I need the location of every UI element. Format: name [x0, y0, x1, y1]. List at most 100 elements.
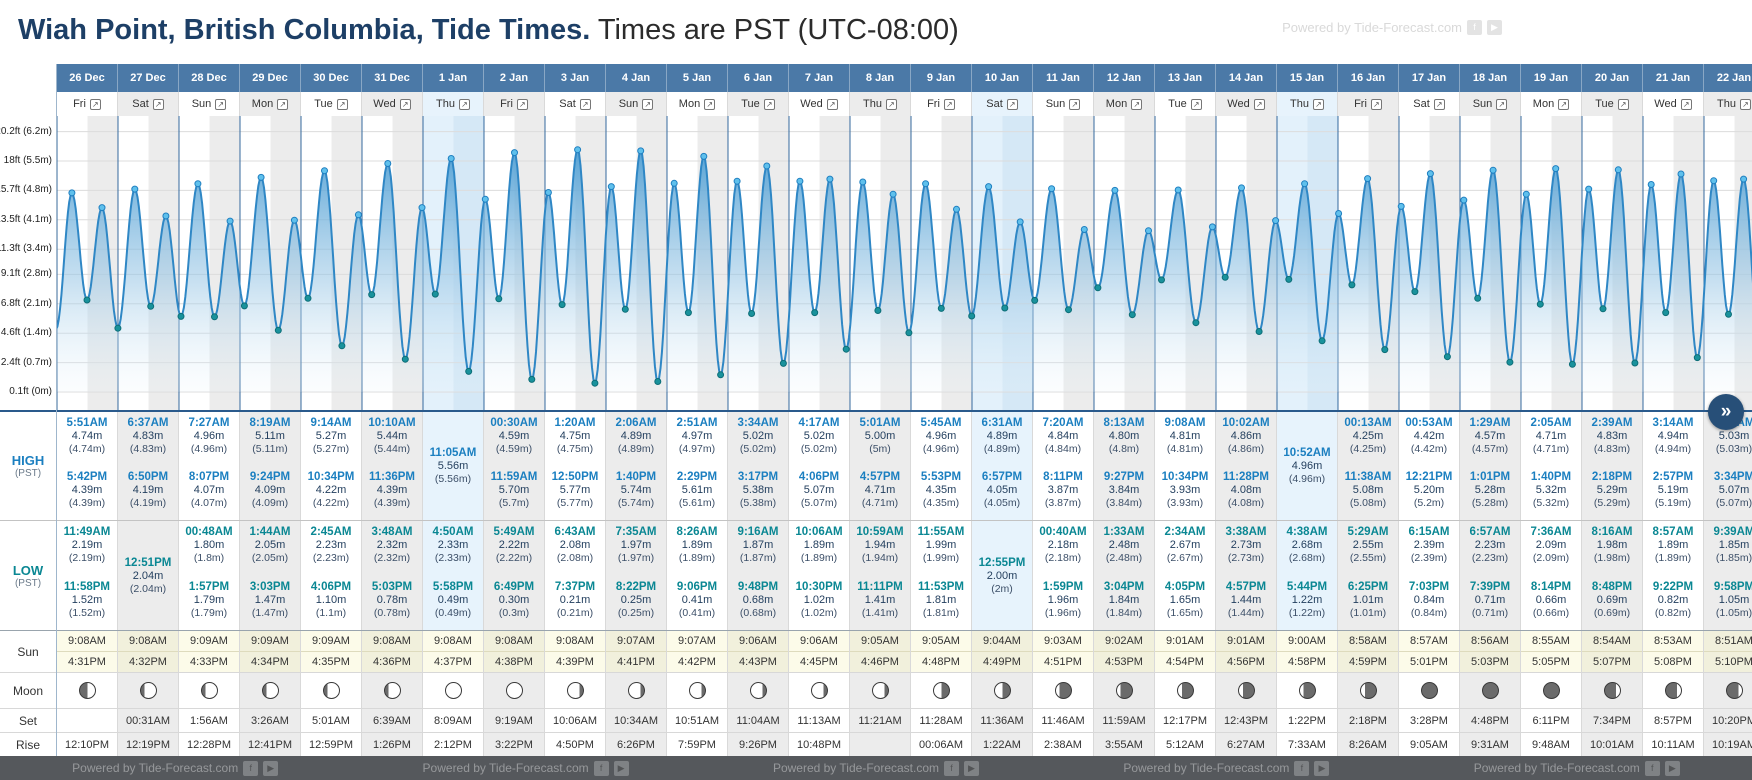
moon-phase-icon [139, 682, 157, 699]
low-tide-time: 7:03PM [1408, 580, 1450, 593]
moon-cell-wrap [57, 673, 118, 708]
high-tide-event: 4:06PM 5.07m (5.07m) [789, 466, 849, 520]
sun-cell: 9:09AM 4:33PM [179, 631, 240, 672]
tide-height-alt: (5.2m) [1413, 497, 1445, 509]
expand-day-button[interactable]: ↗ [1433, 98, 1445, 110]
low-tide-cell: 00:48AM 1.80m (1.8m) 1:57PM 1.79m (1.79m) [179, 521, 240, 630]
tide-height-m: 1.79m [193, 593, 225, 606]
expand-day-button[interactable]: ↗ [1190, 98, 1202, 110]
expand-day-button[interactable]: ↗ [1006, 98, 1018, 110]
date-cell: 31 Dec [362, 64, 423, 92]
expand-day-button[interactable]: ↗ [1312, 98, 1324, 110]
tide-height-m: 3.93m [1169, 484, 1201, 496]
weekday-label-wrap: Tue ↗ [1155, 92, 1215, 116]
tide-height-alt: (2.22m) [495, 552, 533, 564]
expand-day-button[interactable]: ↗ [885, 98, 897, 110]
next-days-button[interactable]: » [1708, 394, 1744, 430]
low-tide-time: 11:58PM [63, 580, 111, 593]
expand-day-button[interactable]: ↗ [1253, 98, 1265, 110]
moon-cell-wrap [1643, 673, 1704, 708]
expand-day-button[interactable]: ↗ [1131, 98, 1143, 110]
expand-day-button[interactable]: ↗ [1496, 98, 1508, 110]
low-tide-time: 1:33AM [1103, 526, 1145, 538]
expand-day-button[interactable]: ↗ [642, 98, 654, 110]
expand-day-button[interactable]: ↗ [1617, 98, 1629, 110]
low-tide-dot [274, 326, 282, 334]
moonrise-cell: 12:19PM [118, 733, 179, 756]
expand-day-button[interactable]: ↗ [277, 98, 289, 110]
expand-day-button[interactable]: ↗ [763, 98, 775, 110]
moonrise-cell: 12:59PM [301, 733, 362, 756]
tide-height-m: 2.00m [986, 569, 1018, 582]
date-cell: 21 Jan [1643, 64, 1704, 92]
weekday-cell: Sun ↗ [1460, 92, 1521, 116]
tide-height-m: 4.59m [498, 430, 530, 442]
high-tide-event: 12:21PM 5.20m (5.2m) [1399, 466, 1459, 520]
expand-day-button[interactable]: ↗ [89, 98, 101, 110]
moonset-time: 1:22PM [1288, 714, 1326, 727]
low-tide-event: 9:58PM 1.05m (1.05m) [1704, 576, 1752, 631]
high-tide-dot [418, 204, 426, 212]
tide-height-alt: (4.39m) [373, 497, 411, 509]
expand-day-button[interactable]: ↗ [516, 98, 528, 110]
high-tide-cell: 6:31AM 4.89m (4.89m) 6:57PM 4.05m (4.05m) [972, 412, 1033, 520]
tide-height-m: 4.89m [986, 430, 1018, 442]
tide-height-alt: (2.48m) [1105, 552, 1143, 564]
moon-cell-wrap [484, 673, 545, 708]
high-tide-dot [354, 211, 362, 219]
high-tide-time: 2:18PM [1591, 471, 1633, 483]
moon-section [57, 672, 1752, 708]
moon-phase-icon [932, 682, 950, 699]
expand-day-button[interactable]: ↗ [152, 98, 164, 110]
expand-day-button[interactable]: ↗ [943, 98, 955, 110]
low-tide-event: 10:59AM 1.94m (1.94m) [850, 521, 910, 576]
moonset-cell: 12:17PM [1155, 709, 1216, 732]
tide-height-alt: (4.83m) [1593, 443, 1631, 455]
timezone-note: Times are PST (UTC-08:00) [590, 14, 959, 46]
low-tide-event: 10:30PM 1.02m (1.02m) [789, 576, 849, 631]
date-cell: 29 Dec [240, 64, 301, 92]
tide-height-m: 4.84m [1047, 430, 1079, 442]
tide-height-m: 0.41m [681, 593, 713, 606]
expand-day-button[interactable]: ↗ [1680, 98, 1692, 110]
expand-day-button[interactable]: ↗ [826, 98, 838, 110]
weekday-label-wrap: Fri ↗ [911, 92, 971, 116]
sun-cell: 8:55AM 5:05PM [1521, 631, 1582, 672]
high-tide-dot [670, 179, 678, 187]
expand-day-button[interactable]: ↗ [579, 98, 591, 110]
high-tide-event: 10:02AM 4.86m (4.86m) [1216, 412, 1276, 466]
high-tide-event: 1:40PM 5.32m (5.32m) [1521, 466, 1581, 520]
expand-day-button[interactable]: ↗ [215, 98, 227, 110]
sun-cell: 8:56AM 5:03PM [1460, 631, 1521, 672]
expand-day-button[interactable]: ↗ [1739, 98, 1751, 110]
low-tide-event: 3:04PM 1.84m (1.84m) [1094, 576, 1154, 631]
high-tide-event: 10:34PM 3.93m (3.93m) [1155, 466, 1215, 520]
high-tide-cell: 00:30AM 4.59m (4.59m) 11:59AM 5.70m (5.7m) [484, 412, 545, 520]
moonrise-cell: 3:55AM [1094, 733, 1155, 756]
expand-day-button[interactable]: ↗ [399, 98, 411, 110]
sunset-time: 4:35PM [312, 655, 350, 668]
expand-day-button[interactable]: ↗ [458, 98, 470, 110]
tide-height-alt: (4.09m) [251, 497, 289, 509]
weekday-cell: Thu ↗ [1704, 92, 1752, 116]
tide-height-m: 4.05m [986, 484, 1018, 496]
expand-day-button[interactable]: ↗ [1069, 98, 1081, 110]
low-tide-dot [1192, 319, 1200, 327]
y-axis-tick-label: 11.3ft (3.4m) [0, 243, 52, 255]
tide-height-m: 4.96m [925, 430, 957, 442]
weekday-cell: Fri ↗ [57, 92, 118, 116]
moonrise-cell: 8:26AM [1338, 733, 1399, 756]
high-tide-dot [384, 160, 392, 167]
low-tide-time: 7:37PM [554, 580, 596, 593]
low-tide-event: 11:11PM 1.41m (1.41m) [850, 576, 910, 631]
tide-height-alt: (1.05m) [1715, 606, 1752, 619]
low-tide-cell: 9:16AM 1.87m (1.87m) 9:48PM 0.68m (0.68m) [728, 521, 789, 630]
expand-day-button[interactable]: ↗ [1558, 98, 1570, 110]
expand-day-button[interactable]: ↗ [1370, 98, 1382, 110]
expand-day-button[interactable]: ↗ [336, 98, 348, 110]
moonrise-time: 10:01AM [1589, 738, 1635, 751]
high-tide-dot [733, 177, 741, 185]
expand-day-button[interactable]: ↗ [704, 98, 716, 110]
low-tide-event: 10:06AM 1.89m (1.89m) [789, 521, 849, 576]
weekday-label: Mon [1532, 98, 1555, 110]
